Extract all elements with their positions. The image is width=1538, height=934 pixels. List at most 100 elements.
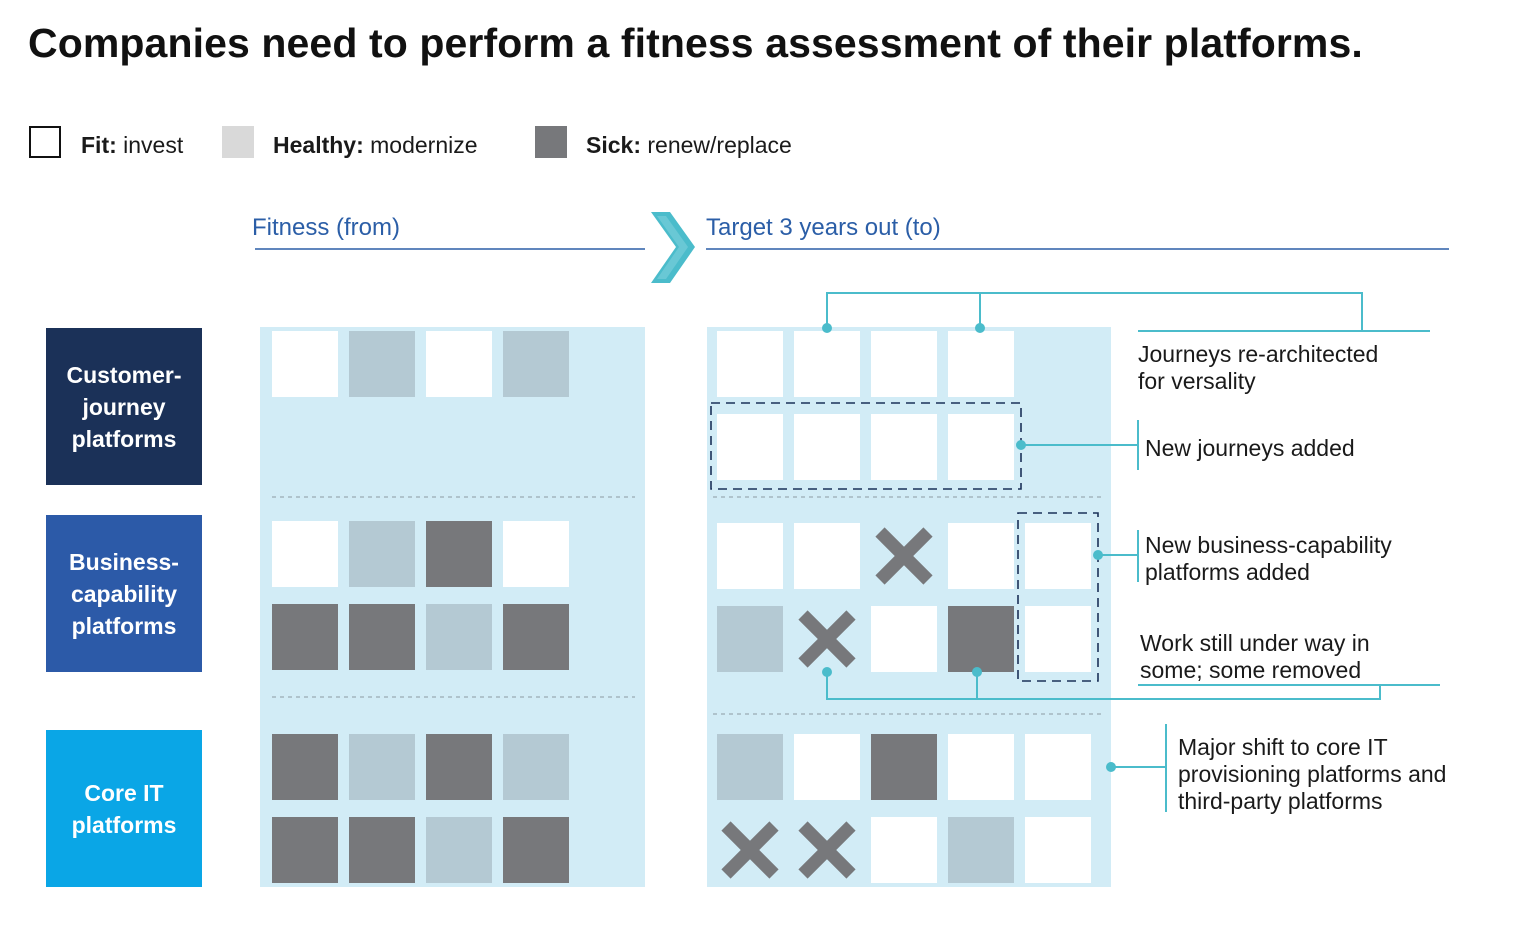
from-cell-fit	[503, 521, 569, 587]
legend-text-healthy: modernize	[363, 132, 478, 158]
connector-work-under-way	[826, 672, 1440, 700]
category-label-line: platforms	[71, 612, 177, 639]
header-target-to: Target 3 years out (to)	[706, 214, 941, 241]
to-cell-sick	[948, 606, 1014, 672]
to-cell-fit	[871, 331, 937, 397]
category-label-line: Core IT	[84, 779, 164, 806]
to-cell-fit	[1025, 734, 1091, 800]
page-title: Companies need to perform a fitness asse…	[28, 20, 1363, 66]
annotation-line: Work still under way in	[1140, 630, 1370, 656]
annotation-line: Major shift to core IT	[1178, 734, 1388, 760]
category-label-line: Customer-	[66, 361, 182, 388]
from-cell-healthy	[503, 734, 569, 800]
connector-new-journeys	[1021, 420, 1139, 470]
connector-core-it	[1111, 724, 1167, 812]
from-cell-sick	[503, 604, 569, 670]
to-cell-fit	[871, 606, 937, 672]
to-cell-fit	[717, 331, 783, 397]
annotation-line: Journeys re-architected	[1138, 341, 1379, 367]
to-cell-fit	[1025, 606, 1091, 672]
from-cell-sick	[349, 817, 415, 883]
connector-dot	[822, 323, 832, 333]
chevron-right-icon-highlight	[657, 216, 688, 279]
from-cell-sick	[426, 521, 492, 587]
legend-swatch-fit	[29, 126, 61, 158]
legend-item-fit: Fit: invest	[81, 132, 183, 159]
category-label-line: journey	[82, 393, 166, 420]
annotation-new-business-capability: New business-capability platforms added	[1145, 532, 1392, 586]
connector-dot	[975, 323, 985, 333]
removed-x-icon	[875, 527, 933, 585]
to-cell-fit	[717, 523, 783, 589]
removed-x-icon	[721, 821, 779, 879]
annotation-line: platforms added	[1145, 559, 1310, 585]
to-cell-fit	[794, 331, 860, 397]
to-cell-sick	[871, 734, 937, 800]
legend-swatch-sick	[535, 126, 567, 158]
legend-label-healthy: Healthy:	[273, 132, 364, 158]
from-cell-sick	[426, 734, 492, 800]
connector-dot	[822, 667, 832, 677]
from-cell-healthy	[349, 331, 415, 397]
annotation-journeys-rearchitected: Journeys re-architected for versality	[1138, 341, 1378, 395]
annotation-core-it-shift: Major shift to core IT provisioning plat…	[1178, 734, 1446, 815]
annotation-line: some; some removed	[1140, 657, 1362, 683]
connector-dot	[1106, 762, 1116, 772]
from-cell-fit	[272, 521, 338, 587]
from-cell-sick	[272, 817, 338, 883]
annotation-line: New journeys added	[1145, 435, 1355, 461]
legend-label-fit: Fit:	[81, 132, 117, 158]
legend-text-sick: renew/replace	[640, 132, 792, 158]
dashed-box-new-business	[1017, 512, 1099, 682]
to-cell-fit	[948, 734, 1014, 800]
from-cell-sick	[503, 817, 569, 883]
from-cell-fit	[426, 331, 492, 397]
annotation-line: third-party platforms	[1178, 788, 1383, 814]
to-cell-fit	[794, 414, 860, 480]
from-grid	[272, 331, 569, 883]
from-cell-healthy	[349, 734, 415, 800]
category-label-line: platforms	[71, 811, 177, 838]
connector-dot	[1093, 550, 1103, 560]
legend-label-sick: Sick:	[586, 132, 641, 158]
from-cell-sick	[272, 734, 338, 800]
to-cell-healthy	[948, 817, 1014, 883]
category-business-capability: Business- capability platforms	[46, 515, 202, 672]
annotation-new-journeys: New journeys added	[1145, 435, 1355, 462]
category-label-line: Business-	[69, 548, 179, 575]
to-grid	[717, 331, 1091, 883]
to-cell-healthy	[717, 606, 783, 672]
to-cell-fit	[948, 331, 1014, 397]
removed-x-icon	[798, 610, 856, 668]
legend-item-sick: Sick: renew/replace	[586, 132, 792, 159]
to-cell-fit	[948, 523, 1014, 589]
annotation-line: provisioning platforms and	[1178, 761, 1447, 787]
to-cell-healthy	[717, 734, 783, 800]
from-cell-fit	[272, 331, 338, 397]
legend-item-healthy: Healthy: modernize	[273, 132, 478, 159]
chevron-right-icon	[651, 212, 695, 283]
header-fitness-from: Fitness (from)	[252, 214, 401, 241]
annotation-line: New business-capability	[1145, 532, 1392, 558]
to-cell-fit	[1025, 523, 1091, 589]
to-cell-fit	[871, 817, 937, 883]
from-cell-sick	[272, 604, 338, 670]
from-cell-healthy	[503, 331, 569, 397]
connector-dot	[972, 667, 982, 677]
from-cell-sick	[349, 604, 415, 670]
from-cell-healthy	[426, 817, 492, 883]
to-cell-fit	[794, 734, 860, 800]
to-cell-fit	[794, 523, 860, 589]
legend-swatch-healthy	[222, 126, 254, 158]
category-customer-journey: Customer- journey platforms	[46, 328, 202, 485]
from-cell-healthy	[349, 521, 415, 587]
to-cell-fit	[1025, 817, 1091, 883]
category-core-it: Core IT platforms	[46, 730, 202, 887]
category-label-line: platforms	[71, 425, 177, 452]
annotation-line: for versality	[1138, 368, 1256, 394]
connector-new-business	[1098, 530, 1139, 582]
connector-journeys-rearchitected	[826, 292, 1430, 332]
removed-x-icon	[798, 821, 856, 879]
to-cell-fit	[948, 414, 1014, 480]
